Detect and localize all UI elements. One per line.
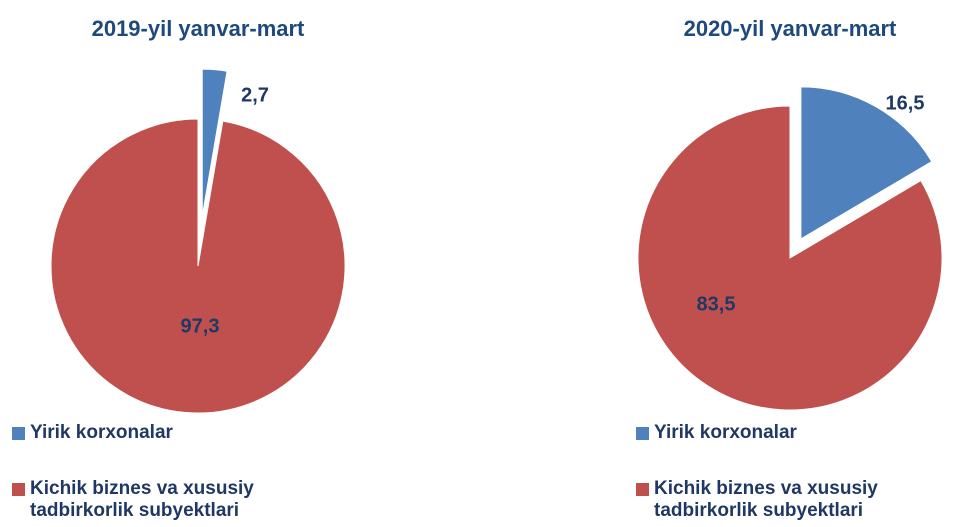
chart-title: 2019-yil yanvar-mart: [92, 16, 305, 41]
data-label: 16,5: [886, 92, 925, 114]
pie-slice: [637, 105, 943, 411]
legend-label: Yirik korxonalar: [30, 422, 173, 443]
legend-label: Kichik biznes va xususiy tadbirkorlik su…: [654, 478, 878, 521]
legend-label: Kichik biznes va xususiy tadbirkorlik su…: [30, 478, 254, 521]
legend-swatch: [636, 483, 649, 496]
legend-item: Kichik biznes va xususiy tadbirkorlik su…: [12, 478, 352, 522]
pie-slice: [800, 86, 933, 240]
legend-item: Kichik biznes va xususiy tadbirkorlik su…: [636, 478, 956, 522]
legend-swatch: [636, 427, 649, 440]
pie-slice: [50, 118, 346, 414]
legend-item: Yirik korxonalar: [12, 422, 352, 444]
chart-title: 2020-yil yanvar-mart: [684, 16, 897, 41]
legend-label: Yirik korxonalar: [654, 422, 797, 443]
data-label: 83,5: [697, 293, 736, 315]
legend-swatch: [12, 483, 25, 496]
legend-item: Yirik korxonalar: [636, 422, 956, 444]
data-label: 97,3: [181, 315, 220, 337]
data-label: 2,7: [241, 84, 269, 106]
pie-slice: [201, 68, 228, 217]
legend-swatch: [12, 427, 25, 440]
